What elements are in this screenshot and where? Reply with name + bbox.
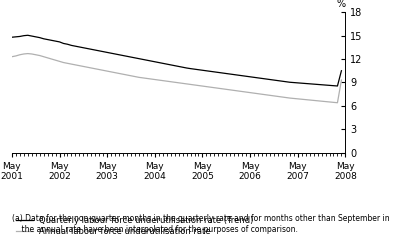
Quarterly labour force underutilisation rate (Trend) — [13, 35, 18, 38]
Annual labour force underutilisation rate — [25, 52, 30, 55]
Quarterly labour force underutilisation rate (Trend) — [339, 69, 344, 72]
Line: Quarterly labour force underutilisation rate (Trend): Quarterly labour force underutilisation … — [12, 35, 341, 86]
Annual labour force underutilisation rate — [33, 53, 38, 56]
Quarterly labour force underutilisation rate (Trend) — [33, 35, 38, 38]
Quarterly labour force underutilisation rate (Trend) — [264, 77, 268, 80]
Annual labour force underutilisation rate — [10, 55, 14, 58]
Quarterly labour force underutilisation rate (Trend) — [25, 34, 30, 37]
Text: %: % — [336, 0, 345, 10]
Annual labour force underutilisation rate — [264, 93, 268, 96]
Annual labour force underutilisation rate — [160, 79, 165, 82]
Line: Annual labour force underutilisation rate: Annual labour force underutilisation rat… — [12, 54, 341, 103]
Annual labour force underutilisation rate — [279, 95, 284, 98]
Annual labour force underutilisation rate — [13, 54, 18, 57]
Quarterly labour force underutilisation rate (Trend) — [176, 65, 181, 68]
Quarterly labour force underutilisation rate (Trend) — [279, 80, 284, 83]
Annual labour force underutilisation rate — [335, 101, 340, 104]
Annual labour force underutilisation rate — [176, 81, 181, 84]
Quarterly labour force underutilisation rate (Trend) — [160, 62, 165, 65]
Legend: Quarterly labour force underutilisation rate (Trend), Annual labour force underu: Quarterly labour force underutilisation … — [16, 215, 254, 236]
Annual labour force underutilisation rate — [339, 79, 344, 82]
Text: (a) Data for the non-quarter months in the quarterly rate and for months other t: (a) Data for the non-quarter months in t… — [12, 214, 389, 234]
Quarterly labour force underutilisation rate (Trend) — [335, 85, 340, 88]
Quarterly labour force underutilisation rate (Trend) — [10, 36, 14, 39]
